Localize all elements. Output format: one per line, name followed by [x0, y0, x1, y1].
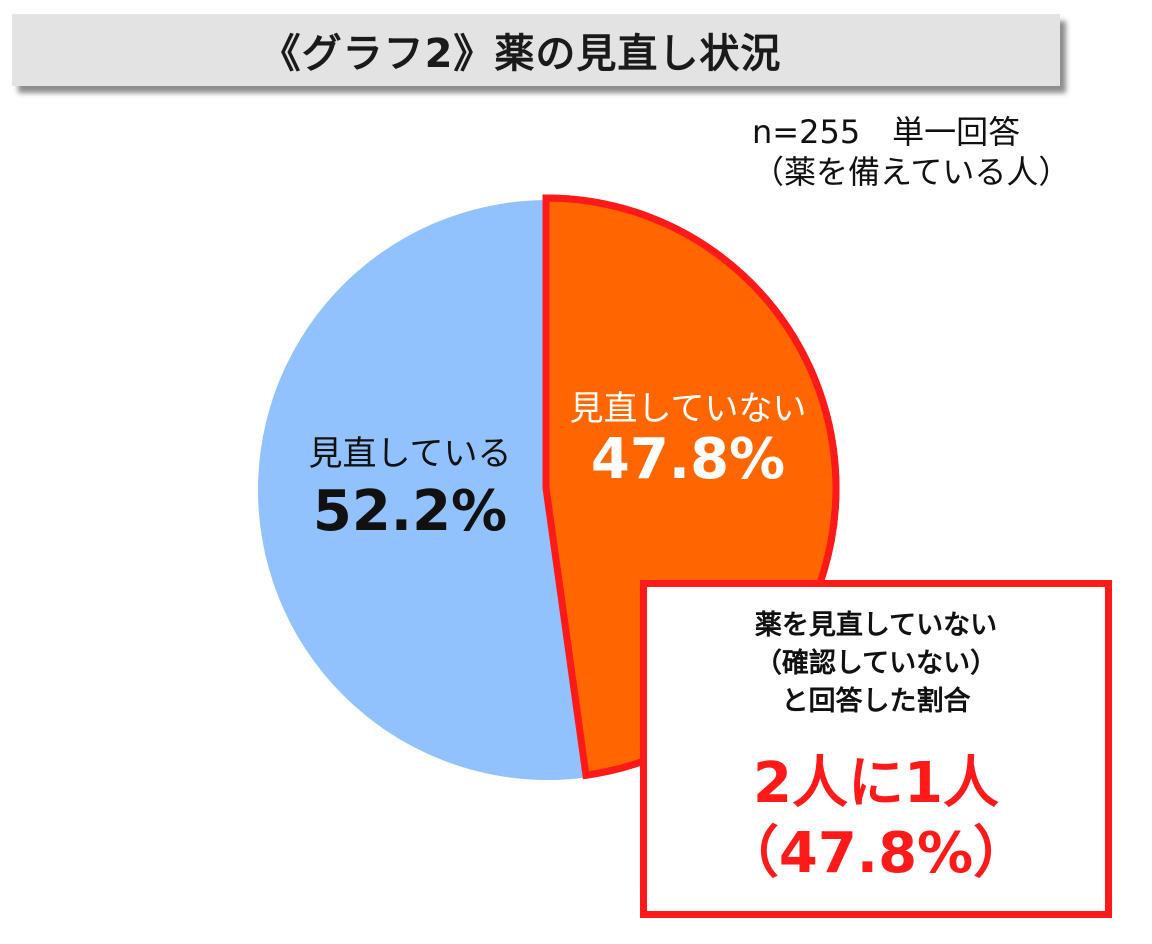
- pie-slice-reviewed: [258, 200, 588, 780]
- highlight-callout-box: 薬を見直していない （確認していない） と回答した割合 2人に1人 （47.8%…: [640, 580, 1112, 918]
- slice-value-label: 47.8%: [591, 427, 785, 492]
- sample-target-line: （薬を備えている人）: [752, 153, 1071, 191]
- title-bar: 《グラフ2》薬の見直し状況: [12, 14, 1060, 86]
- callout-description: 薬を見直していない （確認していない） と回答した割合: [647, 607, 1105, 721]
- sample-size-line: n=255 単一回答: [752, 113, 1021, 151]
- callout-big-line-1: 2人に1人: [753, 751, 999, 816]
- chart-title: 《グラフ2》薬の見直し状況: [260, 31, 782, 77]
- callout-big-line-2: （47.8%）: [722, 821, 1030, 886]
- callout-highlight: 2人に1人 （47.8%）: [647, 749, 1105, 889]
- slice-name-label: 見直していない: [570, 389, 807, 429]
- slice-value-label: 52.2%: [313, 479, 507, 544]
- callout-desc-line-3: と回答した割合: [781, 686, 971, 717]
- slice-name-label: 見直している: [309, 434, 512, 474]
- callout-desc-line-2: （確認していない）: [754, 648, 998, 679]
- callout-desc-line-1: 薬を見直していない: [754, 610, 998, 641]
- sample-note: n=255 単一回答 （薬を備えている人）: [752, 112, 1092, 192]
